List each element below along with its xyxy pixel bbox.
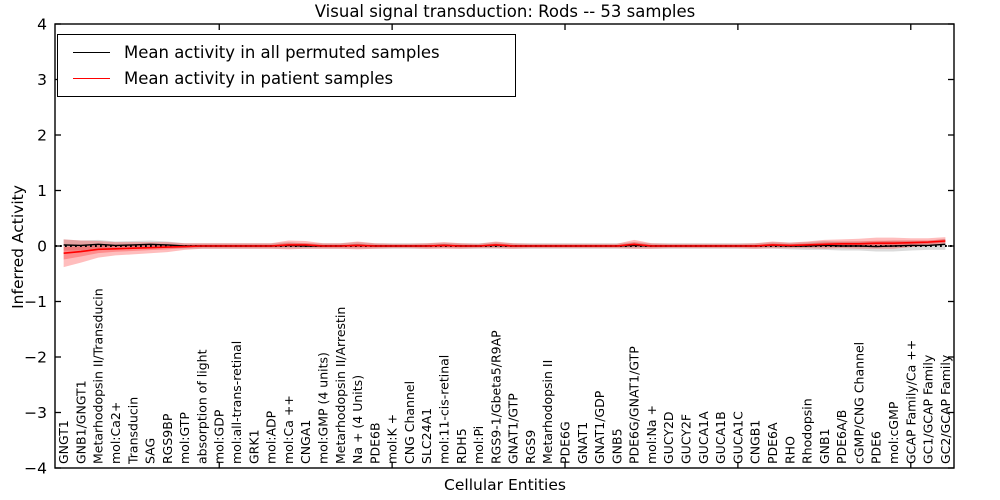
x-category-label: RHO <box>782 436 797 464</box>
x-category-label: RGS9BP <box>160 413 175 464</box>
x-category-label: GC2/GCAP Family <box>938 354 953 464</box>
permuted-line-swatch <box>73 51 110 53</box>
x-category-label: PDE6G/GNAT1/GTP <box>627 346 642 464</box>
x-category-label: mol:GTP <box>177 412 192 464</box>
x-category-label: GRK1 <box>246 429 261 464</box>
x-category-label: Metarhodopsin II/Arrestin <box>333 307 348 464</box>
x-category-label: CNGA1 <box>298 420 313 464</box>
y-tick-label: 3 <box>37 71 47 89</box>
x-category-label: GUCY2F <box>679 414 694 464</box>
x-category-label: SAG <box>143 438 158 464</box>
x-category-label: Na + (4 Units) <box>350 375 365 464</box>
x-category-label: GNB5 <box>609 428 624 464</box>
x-category-label: CNG Channel <box>402 381 417 464</box>
patient-line-swatch <box>73 78 110 80</box>
x-category-label: cGMP/CNG Channel <box>851 342 866 464</box>
x-category-label: PDE6 <box>869 431 884 464</box>
x-category-label: mol:GMP (4 units) <box>315 352 330 464</box>
x-category-label: PDE6A <box>765 422 780 464</box>
y-tick-label: 1 <box>37 182 47 200</box>
patient-std-band <box>63 237 946 268</box>
x-category-label: GUCY2D <box>661 411 676 464</box>
chart-title: Visual signal transduction: Rods -- 53 s… <box>314 2 696 21</box>
x-category-label: mol:Ca2+ <box>108 402 123 464</box>
x-category-label: GUCA1B <box>713 411 728 464</box>
x-category-label: mol:ADP <box>264 410 279 464</box>
x-category-label: absorption of light <box>194 349 209 464</box>
y-axis-label: Inferred Activity <box>9 185 27 309</box>
x-axis-label: Cellular Entities <box>444 476 566 494</box>
x-category-label: mol:Ca ++ <box>281 395 296 464</box>
x-category-label: GNAT1/GDP <box>592 390 607 464</box>
legend-label-permuted: Mean activity in all permuted samples <box>124 42 440 62</box>
y-tick-label: 2 <box>37 127 47 145</box>
x-category-label: GC1/GCAP Family <box>921 354 936 464</box>
x-category-label: GNB1/GNGT1 <box>73 380 88 464</box>
x-category-label: GUCA1C <box>730 411 745 464</box>
x-category-label: SLC24A1 <box>419 408 434 464</box>
x-category-label: GUCA1A <box>696 411 711 464</box>
x-category-label: GCAP Family/Ca ++ <box>903 340 918 464</box>
x-category-label: mol:Pi <box>471 426 486 464</box>
x-category-label: RGS9 <box>523 430 538 464</box>
x-category-label: mol:11-cis-retinal <box>436 355 451 464</box>
x-category-label: mol:K + <box>385 414 400 464</box>
x-category-label: mol:Na + <box>644 405 659 464</box>
x-category-label: GNAT1 <box>575 422 590 464</box>
x-category-label: GNB1 <box>817 428 832 464</box>
x-category-label: Metarhodopsin II <box>540 360 555 464</box>
x-category-label: RDH5 <box>454 428 469 464</box>
x-category-label: mol:GDP <box>212 409 227 464</box>
y-tick-label: 4 <box>37 16 47 34</box>
x-category-label: GNAT1/GTP <box>506 393 521 464</box>
x-category-label: GNGT1 <box>56 420 71 464</box>
x-category-label: Rhodopsin <box>800 398 815 464</box>
x-category-label: mol:cGMP <box>886 401 901 464</box>
x-category-label: CNGB1 <box>748 420 763 464</box>
y-tick-label: −1 <box>24 293 47 311</box>
x-category-label: Metarhodopsin II/Transducin <box>91 288 106 464</box>
x-category-label: PDE6G <box>558 421 573 464</box>
y-tick-label: −4 <box>24 460 47 478</box>
x-category-label: PDE6B <box>367 422 382 464</box>
x-category-label: PDE6A/B <box>834 410 849 464</box>
patient-mean-line <box>63 240 946 255</box>
y-tick-label: 0 <box>37 238 47 256</box>
legend-entry-patient: Mean activity in patient samples <box>58 69 515 88</box>
x-category-label: Transducin <box>125 397 140 465</box>
legend: Mean activity in all permuted samples Me… <box>57 34 516 97</box>
y-tick-label: −3 <box>24 404 47 422</box>
legend-label-patient: Mean activity in patient samples <box>124 69 394 89</box>
x-category-label: RGS9-1/Gbeta5/R9AP <box>488 330 503 464</box>
patient-inner-band <box>63 239 946 260</box>
x-category-label: mol:all-trans-retinal <box>229 341 244 464</box>
y-tick-label: −2 <box>24 349 47 367</box>
legend-entry-permuted: Mean activity in all permuted samples <box>58 43 515 62</box>
